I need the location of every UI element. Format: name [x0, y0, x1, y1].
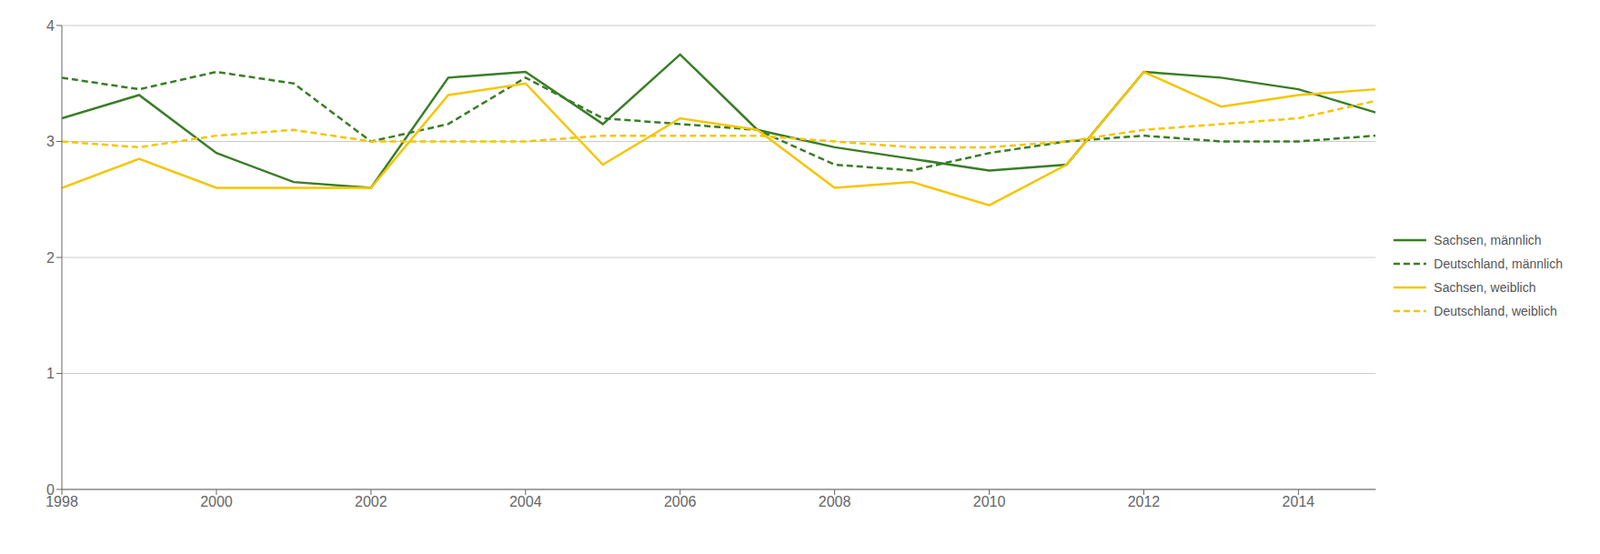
svg-text:2000: 2000 — [200, 493, 233, 510]
svg-text:4: 4 — [46, 18, 55, 34]
svg-text:2006: 2006 — [664, 493, 697, 510]
svg-text:1: 1 — [46, 365, 55, 382]
svg-text:0: 0 — [46, 482, 55, 498]
svg-text:2008: 2008 — [818, 493, 852, 510]
html-text:Deutschland, männlich: Deutschland, männlich — [1433, 256, 1563, 272]
html-text:Sachsen, weiblich: Sachsen, weiblich — [1433, 280, 1536, 295]
svg-text:2: 2 — [46, 250, 55, 266]
svg-text:3: 3 — [46, 133, 55, 150]
html-text:Deutschland, weiblich: Deutschland, weiblich — [1433, 303, 1558, 319]
svg-text:2012: 2012 — [1127, 493, 1161, 510]
svg-text:2010: 2010 — [973, 493, 1007, 510]
html-text:Sachsen, männlich: Sachsen, männlich — [1433, 232, 1542, 248]
svg-text:2004: 2004 — [509, 493, 543, 510]
svg-text:2014: 2014 — [1282, 493, 1316, 510]
svg-text:2002: 2002 — [354, 493, 388, 510]
svg-text:1998: 1998 — [45, 494, 79, 510]
